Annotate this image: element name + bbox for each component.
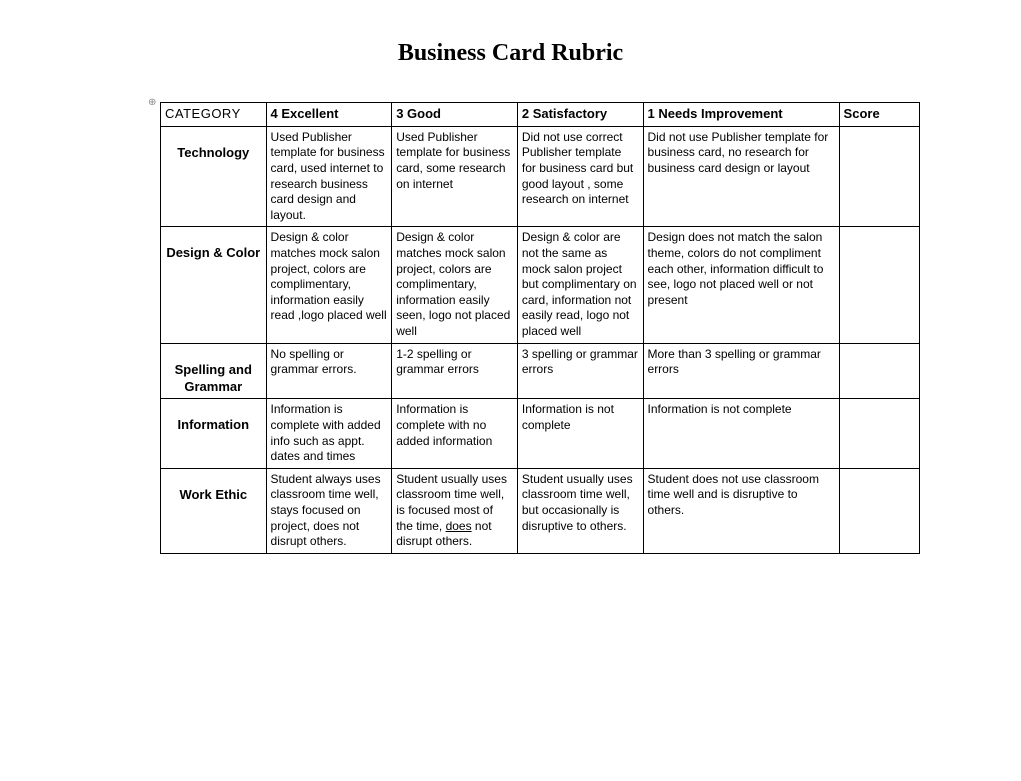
table-row: Information Information is complete with… <box>161 399 920 468</box>
page-title: Business Card Rubric <box>0 40 1021 67</box>
category-cell: Information <box>161 399 267 468</box>
header-level4: 4 Excellent <box>266 103 392 127</box>
cell-level3: Information is complete with no added in… <box>392 399 518 468</box>
category-cell: Design & Color <box>161 227 267 343</box>
underlined-text: does <box>446 519 472 533</box>
cell-level4: Student always uses classroom time well,… <box>266 468 392 553</box>
cell-level1: Student does not use classroom time well… <box>643 468 839 553</box>
cell-level2: 3 spelling or grammar errors <box>517 343 643 399</box>
cell-level3: 1-2 spelling or grammar errors <box>392 343 518 399</box>
header-category: CATEGORY <box>161 103 267 127</box>
header-score: Score <box>839 103 919 127</box>
cell-level3: Student usually uses classroom time well… <box>392 468 518 553</box>
table-row: Spelling and Grammar No spelling or gram… <box>161 343 920 399</box>
anchor-icon: ⊕ <box>148 97 156 108</box>
rubric-table: CATEGORY 4 Excellent 3 Good 2 Satisfacto… <box>160 102 920 554</box>
cell-level2: Design & color are not the same as mock … <box>517 227 643 343</box>
cell-level4: Design & color matches mock salon projec… <box>266 227 392 343</box>
category-cell: Technology <box>161 126 267 227</box>
cell-level1: More than 3 spelling or grammar errors <box>643 343 839 399</box>
cell-level1: Information is not complete <box>643 399 839 468</box>
rubric-table-wrapper: ⊕ CATEGORY 4 Excellent 3 Good 2 Satisfac… <box>160 102 981 554</box>
cell-level2: Did not use correct Publisher template f… <box>517 126 643 227</box>
cell-score <box>839 399 919 468</box>
header-row: CATEGORY 4 Excellent 3 Good 2 Satisfacto… <box>161 103 920 127</box>
cell-level1: Design does not match the salon theme, c… <box>643 227 839 343</box>
cell-level1: Did not use Publisher template for busin… <box>643 126 839 227</box>
cell-level4: Information is complete with added info … <box>266 399 392 468</box>
cell-score <box>839 468 919 553</box>
cell-level2: Information is not complete <box>517 399 643 468</box>
cell-level2: Student usually uses classroom time well… <box>517 468 643 553</box>
cell-score <box>839 227 919 343</box>
cell-score <box>839 343 919 399</box>
header-level3: 3 Good <box>392 103 518 127</box>
table-row: Work Ethic Student always uses classroom… <box>161 468 920 553</box>
cell-score <box>839 126 919 227</box>
header-level2: 2 Satisfactory <box>517 103 643 127</box>
table-row: Design & Color Design & color matches mo… <box>161 227 920 343</box>
header-level1: 1 Needs Improvement <box>643 103 839 127</box>
category-cell: Work Ethic <box>161 468 267 553</box>
cell-level4: No spelling or grammar errors. <box>266 343 392 399</box>
cell-level3: Used Publisher template for business car… <box>392 126 518 227</box>
category-cell: Spelling and Grammar <box>161 343 267 399</box>
table-row: Technology Used Publisher template for b… <box>161 126 920 227</box>
cell-level4: Used Publisher template for business car… <box>266 126 392 227</box>
cell-level3: Design & color matches mock salon projec… <box>392 227 518 343</box>
